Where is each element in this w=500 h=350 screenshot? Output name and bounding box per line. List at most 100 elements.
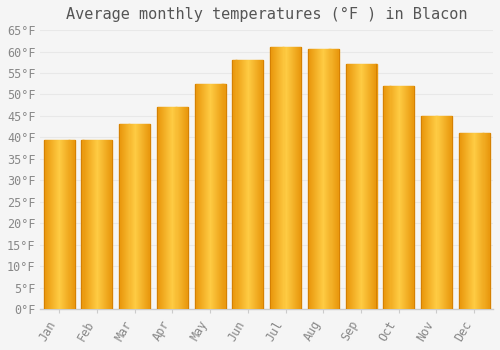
Bar (208, 84, 209, 309)
Bar (284, 47, 286, 309)
Bar (257, 60, 258, 309)
Bar (165, 107, 166, 309)
Bar (314, 49, 315, 309)
Bar (293, 47, 294, 309)
Bar (312, 49, 313, 309)
Bar (244, 60, 245, 309)
Bar (44, 140, 45, 309)
Bar (53, 140, 54, 309)
Bar (86, 140, 88, 309)
Bar (222, 84, 224, 309)
Bar (61, 140, 62, 309)
Bar (244, 60, 246, 309)
Bar (462, 133, 463, 309)
Bar (180, 107, 182, 309)
Bar (272, 47, 273, 309)
Bar (328, 49, 330, 309)
Bar (322, 49, 324, 309)
Bar (402, 86, 403, 309)
Bar (432, 116, 434, 309)
Bar (215, 84, 216, 309)
Bar (122, 125, 124, 309)
Bar (101, 140, 102, 309)
Bar (348, 64, 350, 309)
Bar (62, 140, 64, 309)
Bar (298, 47, 299, 309)
Bar (388, 86, 390, 309)
Bar (429, 116, 430, 309)
Bar (56, 140, 57, 309)
Bar (136, 125, 137, 309)
Bar (428, 116, 430, 309)
Bar (60, 140, 62, 309)
Bar (170, 107, 172, 309)
Bar (294, 47, 295, 309)
Bar (359, 64, 360, 309)
Bar (297, 47, 298, 309)
Bar (411, 86, 412, 309)
Bar (486, 133, 488, 309)
Bar (159, 107, 160, 309)
Bar (356, 64, 357, 309)
Bar (474, 133, 476, 309)
Bar (164, 107, 165, 309)
Bar (406, 86, 407, 309)
Bar (458, 133, 460, 309)
Bar (434, 116, 436, 309)
Bar (321, 49, 322, 309)
Bar (448, 116, 449, 309)
Bar (255, 60, 256, 309)
Bar (82, 140, 84, 309)
Bar (320, 49, 322, 309)
Bar (57, 140, 58, 309)
Bar (367, 64, 368, 309)
Bar (203, 84, 204, 309)
Bar (186, 107, 187, 309)
Bar (273, 47, 274, 309)
Bar (260, 60, 262, 309)
Bar (252, 60, 253, 309)
Bar (413, 86, 414, 309)
Bar (142, 125, 143, 309)
Bar (59, 140, 60, 309)
Bar (425, 116, 426, 309)
Bar (174, 107, 176, 309)
Bar (90, 140, 92, 309)
Bar (256, 60, 257, 309)
Bar (176, 107, 178, 309)
Bar (463, 133, 464, 309)
Bar (473, 133, 474, 309)
Bar (421, 116, 422, 309)
Bar (358, 64, 359, 309)
Bar (346, 64, 348, 309)
Bar (220, 84, 222, 309)
Bar (162, 107, 163, 309)
Bar (315, 49, 316, 309)
Bar (336, 49, 337, 309)
Bar (484, 133, 486, 309)
Bar (70, 140, 72, 309)
Bar (213, 84, 214, 309)
Bar (160, 107, 161, 309)
Bar (108, 140, 110, 309)
Bar (124, 125, 126, 309)
Bar (313, 49, 314, 309)
Bar (90, 140, 91, 309)
Bar (469, 133, 470, 309)
Bar (317, 49, 318, 309)
Bar (363, 64, 364, 309)
Bar (97, 140, 98, 309)
Bar (446, 116, 447, 309)
Bar (72, 140, 74, 309)
Bar (93, 140, 94, 309)
Bar (461, 133, 462, 309)
Bar (198, 84, 199, 309)
Bar (390, 86, 392, 309)
Bar (55, 140, 56, 309)
Bar (167, 107, 168, 309)
Bar (254, 60, 255, 309)
Bar (184, 107, 185, 309)
Bar (134, 125, 136, 309)
Bar (286, 47, 288, 309)
Bar (182, 107, 184, 309)
